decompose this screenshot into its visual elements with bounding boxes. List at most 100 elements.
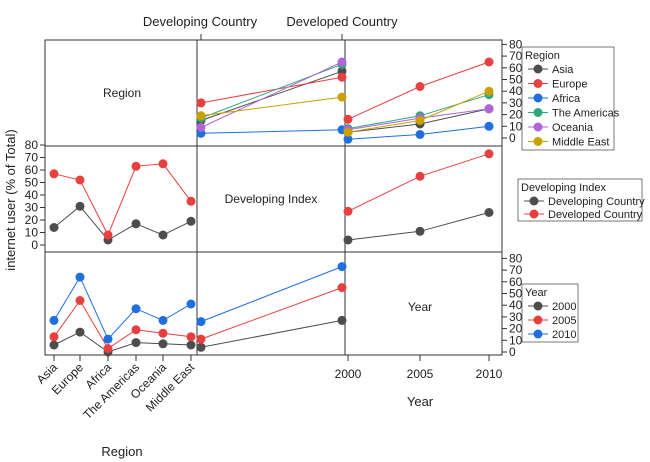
legend-marker-the-americas — [533, 108, 543, 117]
series-line-2005 — [53, 299, 192, 350]
series-line-africa — [200, 129, 343, 134]
legend-label-the-americas: The Americas — [552, 108, 620, 120]
data-point-europe — [196, 98, 206, 108]
y-axis-title: internet user (% of Total) — [3, 129, 18, 270]
matrix-frame — [44, 39, 503, 356]
panel-region_vs_index — [196, 57, 347, 138]
legend-label-developing-country: Developing Country — [548, 196, 645, 208]
y-tick-label-right-top: 20 — [509, 108, 523, 122]
data-point-2000 — [49, 340, 59, 350]
y-tick-label-right-top: 10 — [509, 119, 523, 133]
y-tick-label-left-middle: 20 — [25, 213, 39, 227]
legend-year: Year 2000 2005 2010 — [521, 283, 579, 343]
series-line-2010 — [53, 276, 192, 340]
data-point-2005 — [158, 328, 168, 338]
data-point-oceania — [337, 57, 347, 67]
data-point-2010 — [75, 272, 85, 282]
diagonal-label-year: Year — [408, 300, 432, 314]
legend-marker-asia — [533, 64, 543, 74]
legend-label-europe: Europe — [552, 79, 587, 91]
panel-region_vs_year — [343, 57, 494, 144]
data-point-developing-country — [343, 235, 353, 245]
y-tick-label-right-top: 0 — [509, 131, 516, 145]
y-tick-label-left-middle: 80 — [25, 138, 39, 152]
y-tick-label-right-bottom: 80 — [509, 251, 523, 265]
y-tick-label-right-top: 80 — [509, 37, 523, 51]
legend-label-2005: 2005 — [552, 315, 576, 327]
legend-title: Developing Index — [521, 182, 607, 194]
x-tick-label-year: 2000 — [335, 367, 362, 381]
legend-marker-middle-east — [533, 137, 543, 146]
data-point-2000 — [337, 315, 347, 325]
data-point-developed-country — [343, 206, 353, 216]
data-point-developing-country — [415, 226, 425, 236]
y-tick-label-left-middle: 30 — [25, 201, 39, 215]
y-tick-label-left-middle: 0 — [31, 238, 38, 252]
legend-marker-developing-country — [529, 196, 539, 206]
legend-label-middle-east: Middle East — [552, 137, 609, 149]
data-point-2000 — [186, 340, 196, 350]
series-line-europe — [200, 76, 343, 104]
y-tick-label-left-middle: 60 — [25, 163, 39, 177]
legend-label-oceania: Oceania — [552, 122, 594, 134]
data-point-middle-east — [337, 92, 347, 102]
column-header-developed: Developed Country — [286, 14, 398, 29]
data-point-2005 — [196, 334, 206, 344]
data-point-oceania — [196, 123, 206, 132]
data-point-2000 — [75, 327, 85, 337]
data-point-developed-country — [415, 171, 425, 181]
legend-label-2000: 2000 — [552, 301, 576, 313]
data-point-2000 — [158, 339, 168, 349]
series-line-middle-east — [200, 96, 343, 117]
data-point-europe — [415, 82, 425, 91]
column-header-developing: Developing Country — [143, 14, 258, 29]
legend-marker-africa — [533, 93, 543, 103]
data-point-developed-country — [131, 161, 141, 171]
data-point-developed-country — [49, 169, 59, 179]
legend-label-asia: Asia — [552, 64, 574, 76]
data-point-developed-country — [75, 175, 85, 185]
y-tick-label-right-bottom: 50 — [509, 287, 523, 301]
data-point-2005 — [337, 283, 347, 293]
y-tick-label-right-top: 70 — [509, 49, 523, 63]
legend-marker-oceania — [533, 122, 543, 132]
data-point-2005 — [131, 325, 141, 335]
data-point-2010 — [337, 262, 347, 272]
data-point-middle-east — [415, 116, 425, 125]
data-point-2005 — [103, 344, 113, 353]
panel-year_vs_index — [196, 262, 347, 352]
legend-box — [521, 283, 579, 343]
data-point-middle-east — [343, 127, 353, 137]
panel-index_vs_year — [343, 149, 494, 245]
panel-year_vs_region — [49, 272, 196, 357]
data-point-developing-country — [131, 219, 141, 229]
y-tick-label-right-top: 30 — [509, 96, 523, 110]
series-line-2000 — [200, 319, 343, 348]
data-point-2010 — [196, 317, 206, 327]
legend-label-2010: 2010 — [552, 329, 576, 341]
legend-marker-2000 — [533, 301, 543, 311]
legend-region: Region Asia Europe Africa The Americas Oceani… — [521, 46, 620, 151]
y-tick-label-right-bottom: 20 — [509, 322, 523, 336]
x-axis-title-region: Region — [101, 444, 142, 459]
data-point-africa — [415, 130, 425, 139]
legend-developing-index: Developing Index Developing CountryDevelo… — [517, 178, 645, 222]
plot-layer — [49, 57, 494, 357]
series-line-developing-country — [53, 205, 192, 241]
panel-index_vs_region — [49, 159, 196, 245]
series-line-2010 — [200, 266, 343, 323]
diagonal-label-developing-index: Developing Index — [225, 192, 318, 206]
y-tick-label-right-bottom: 30 — [509, 310, 523, 324]
x-axis-title-year: Year — [407, 394, 434, 409]
legend-title: Year — [525, 287, 548, 299]
data-point-europe — [337, 72, 347, 82]
data-point-2005 — [186, 332, 196, 342]
data-point-2010 — [158, 315, 168, 325]
data-point-2005 — [75, 296, 85, 305]
data-point-oceania — [484, 104, 494, 114]
y-tick-label-left-middle: 10 — [25, 226, 39, 240]
legend-label-developed-country: Developed Country — [548, 209, 643, 221]
data-point-developing-country — [484, 208, 494, 217]
data-point-2000 — [131, 338, 141, 348]
x-tick-label-year: 2005 — [407, 367, 434, 381]
